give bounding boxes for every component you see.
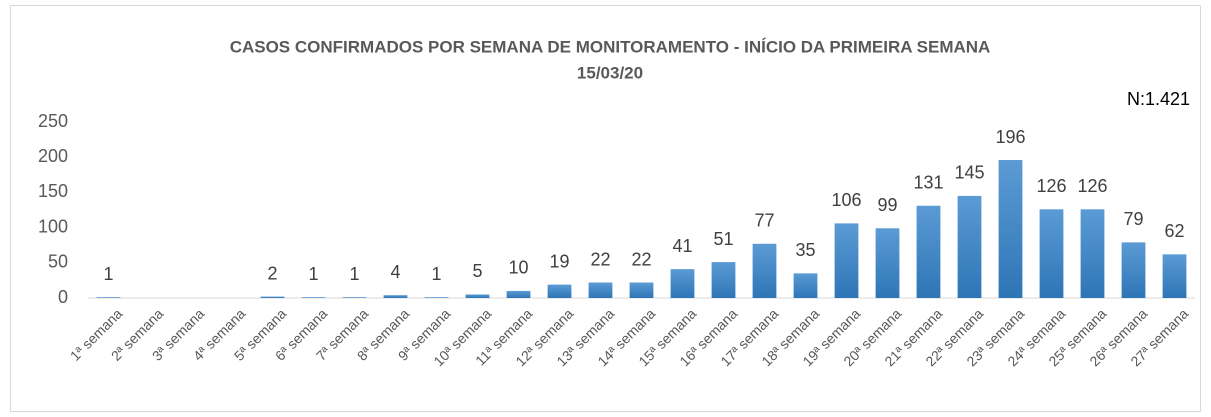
y-tick-label: 150 <box>38 181 68 201</box>
data-label: 126 <box>1077 176 1107 196</box>
data-label: 131 <box>913 173 943 193</box>
y-tick-label: 200 <box>38 146 68 166</box>
bar <box>260 296 285 298</box>
data-label: 22 <box>631 249 651 269</box>
data-label: 10 <box>508 258 528 278</box>
bar <box>342 297 367 298</box>
data-label: 51 <box>713 229 733 249</box>
bar <box>1039 209 1064 298</box>
y-tick-label: 50 <box>48 252 68 272</box>
data-label: 19 <box>549 251 569 271</box>
bar <box>670 269 695 298</box>
bar <box>629 282 654 298</box>
bar <box>547 284 572 298</box>
data-label: 1 <box>431 264 441 284</box>
data-label: 1 <box>349 264 359 284</box>
bar <box>834 223 859 298</box>
data-label: 2 <box>267 263 277 283</box>
data-label: 126 <box>1036 176 1066 196</box>
bar <box>383 295 408 298</box>
data-label: 1 <box>103 264 113 284</box>
bar <box>957 195 982 298</box>
bar <box>711 262 736 298</box>
data-label: 145 <box>954 163 984 183</box>
data-label: 41 <box>672 236 692 256</box>
chart-title: CASOS CONFIRMADOS POR SEMANA DE MONITORA… <box>230 37 991 56</box>
bar <box>96 297 121 298</box>
bar <box>424 297 449 298</box>
bar <box>793 273 818 298</box>
y-tick-label: 100 <box>38 216 68 236</box>
bar <box>506 290 531 298</box>
data-label: 99 <box>877 195 897 215</box>
data-label: 77 <box>754 211 774 231</box>
annotation: N:1.421 <box>1127 89 1190 109</box>
chart-title: 15/03/20 <box>577 63 643 82</box>
data-label: 4 <box>390 262 400 282</box>
data-label: 5 <box>472 261 482 281</box>
bar <box>465 294 490 298</box>
bar <box>752 243 777 298</box>
data-label: 196 <box>995 127 1025 147</box>
y-tick-label: 0 <box>58 287 68 307</box>
data-label: 79 <box>1123 209 1143 229</box>
bar <box>1080 209 1105 298</box>
data-label: 62 <box>1164 221 1184 241</box>
bar <box>998 160 1023 298</box>
bar <box>1162 254 1187 298</box>
bar <box>301 297 326 298</box>
y-tick-label: 250 <box>38 111 68 131</box>
data-label: 35 <box>795 240 815 260</box>
bar <box>875 228 900 298</box>
bar <box>588 282 613 298</box>
bar <box>1121 242 1146 298</box>
bar <box>916 205 941 298</box>
data-label: 22 <box>590 249 610 269</box>
data-label: 1 <box>308 264 318 284</box>
data-label: 106 <box>831 190 861 210</box>
